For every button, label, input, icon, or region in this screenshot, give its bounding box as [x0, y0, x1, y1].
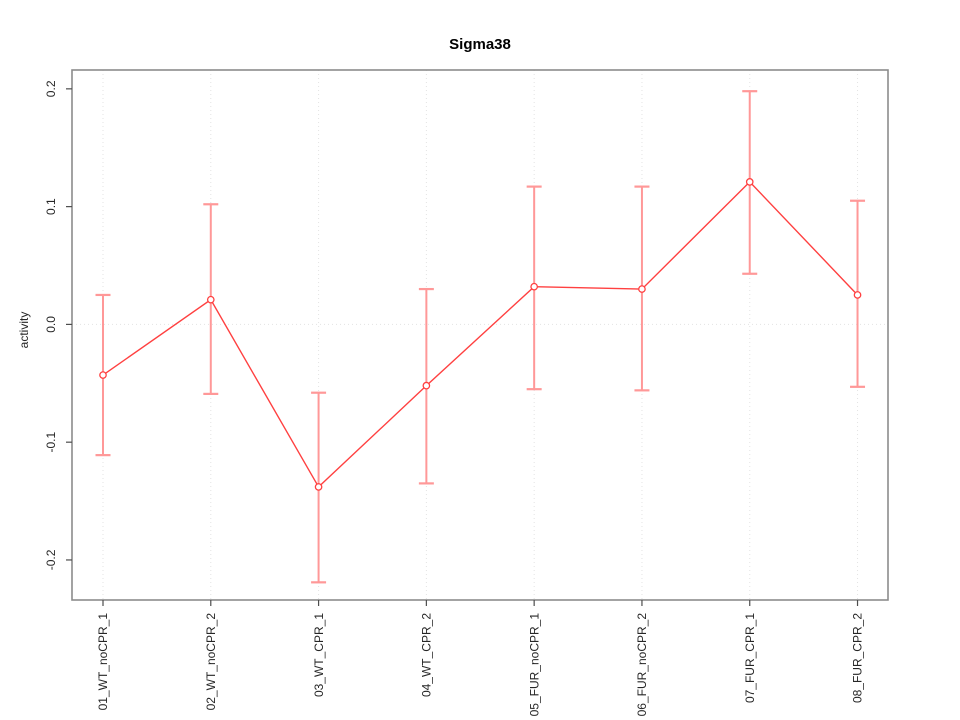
- data-point: [422, 381, 431, 390]
- x-tick-label: 06_FUR_noCPR_2: [635, 613, 649, 717]
- data-point: [314, 483, 323, 491]
- x-tick-label: 05_FUR_noCPR_1: [527, 613, 541, 717]
- data-point: [206, 295, 215, 304]
- x-tick-label: 01_WT_noCPR_1: [96, 613, 110, 711]
- data-point: [99, 371, 107, 379]
- data-point: [530, 282, 539, 291]
- x-tick-label: 04_WT_CPR_2: [420, 613, 434, 697]
- y-tick-label: -0.1: [44, 432, 58, 453]
- chart-title: Sigma38: [449, 36, 511, 53]
- y-tick-label: 0.1: [44, 198, 58, 215]
- x-tick-label: 02_WT_noCPR_2: [204, 613, 218, 711]
- x-tick-label: 07_FUR_CPR_1: [743, 613, 757, 703]
- data-point: [853, 291, 862, 299]
- x-tick-label: 08_FUR_CPR_2: [851, 613, 865, 703]
- data-point: [638, 285, 646, 293]
- x-tick-label: 03_WT_CPR_1: [312, 613, 326, 697]
- series-line: [102, 180, 859, 489]
- y-tick-label: 0.2: [44, 80, 58, 97]
- y-tick-label: 0.0: [44, 316, 58, 333]
- y-axis-label: activity: [17, 311, 31, 349]
- y-tick-label: -0.2: [44, 549, 58, 570]
- plot-box-border: [71, 69, 889, 601]
- data-point: [745, 178, 754, 186]
